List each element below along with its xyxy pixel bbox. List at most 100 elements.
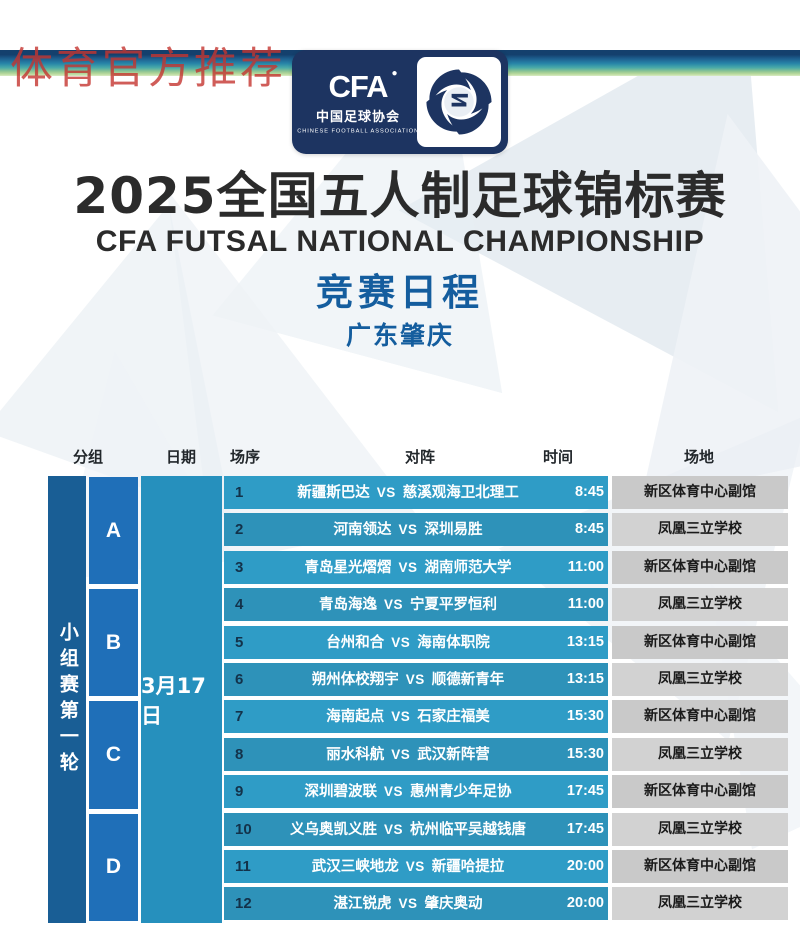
- table-body: 小组赛第一轮 A B C D 3月17日 1 新疆斯巴达 VS 慈溪观海卫北理工 8:45 新区…: [0, 472, 800, 927]
- vs-label: VS: [405, 859, 425, 874]
- match-cell: 6 朔州体校翔宇 VS 顺德新青年 13:15: [224, 663, 608, 696]
- vs-label: VS: [383, 821, 403, 837]
- match-cell: 12 湛江锐虎 VS 肇庆奥动 20:00: [224, 887, 608, 921]
- match-number: 8: [235, 745, 244, 763]
- match-fixture: 义乌奥凯义胜 VS 杭州临平吴越钱唐: [264, 813, 552, 846]
- group-label: A: [105, 518, 122, 542]
- match-number: 10: [235, 820, 252, 838]
- match-time: 17:45: [566, 783, 604, 800]
- match-time: 13:15: [566, 633, 604, 650]
- away-team: 慈溪观海卫北理工: [402, 485, 519, 501]
- cfa-emblem-panel: [417, 57, 501, 147]
- column-header-group: 分组: [72, 448, 103, 466]
- away-team: 肇庆奥动: [424, 896, 483, 913]
- table-row: 11 武汉三峡地龙 VS 新疆哈提拉 20:00 新区体育中心副馆: [224, 850, 800, 883]
- match-number: 5: [235, 633, 244, 651]
- match-fixture: 河南领达 VS 深圳易胜: [264, 513, 552, 546]
- home-team: 义乌奥凯义胜: [289, 821, 377, 838]
- cfa-logo: CFA ● 中国足球协会 CHINESE FOOTBALL ASSOCIATION: [292, 50, 508, 154]
- group-label: B: [105, 630, 122, 654]
- home-team: 台州和合: [326, 634, 385, 651]
- date-cell: 3月17日: [141, 476, 222, 923]
- match-time: 20:00: [566, 895, 604, 912]
- column-header-match-no: 场序: [229, 448, 260, 466]
- match-time: 17:45: [566, 820, 604, 837]
- match-time: 13:15: [566, 671, 604, 687]
- cfa-swirl-emblem-icon: [426, 69, 492, 135]
- match-fixture: 深圳碧波联 VS 惠州青少年足协: [264, 775, 552, 808]
- match-venue: 新区体育中心副馆: [612, 775, 788, 809]
- table-header-row: 分组 日期 场序 对阵 时间 场地: [0, 446, 800, 472]
- away-team: 石家庄福美: [417, 709, 490, 726]
- match-venue: 新区体育中心副馆: [612, 850, 788, 883]
- away-team: 顺德新青年: [431, 672, 505, 688]
- home-team: 深圳碧波联: [304, 784, 377, 801]
- home-team: 湛江锐虎: [333, 896, 392, 913]
- match-cell: 10 义乌奥凯义胜 VS 杭州临平吴越钱唐 17:45: [224, 812, 608, 846]
- away-team: 深圳易胜: [424, 522, 483, 539]
- group-cell-d: D: [89, 813, 138, 921]
- logo-container: CFA ● 中国足球协会 CHINESE FOOTBALL ASSOCIATION: [0, 50, 800, 154]
- match-fixture: 朔州体校翔宇 VS 顺德新青年: [264, 663, 552, 696]
- vs-label: VS: [391, 746, 411, 762]
- match-number: 7: [235, 708, 244, 726]
- table-row: 1 新疆斯巴达 VS 慈溪观海卫北理工 8:45 新区体育中心副馆: [224, 476, 800, 509]
- home-team: 丽水科航: [326, 746, 385, 763]
- table-row: 4 青岛海逸 VS 宁夏平罗恒利 11:00 凤凰三立学校: [224, 588, 800, 622]
- home-team: 青岛海逸: [318, 597, 377, 614]
- home-team: 河南领达: [333, 522, 392, 539]
- match-cell: 4 青岛海逸 VS 宁夏平罗恒利 11:00: [224, 588, 608, 622]
- round-label-text: 小组赛第一轮: [56, 621, 79, 778]
- poster-header: CFA ● 中国足球协会 CHINESE FOOTBALL ASSOCIATION: [0, 50, 800, 352]
- match-time: 15:30: [566, 745, 604, 762]
- away-team: 惠州青少年足协: [410, 784, 512, 801]
- vs-label: VS: [383, 784, 403, 800]
- match-number: 3: [235, 558, 244, 576]
- cfa-acronym: CFA ●: [329, 69, 398, 103]
- table-row: 12 湛江锐虎 VS 肇庆奥动 20:00 凤凰三立学校: [224, 887, 800, 921]
- match-cell: 1 新疆斯巴达 VS 慈溪观海卫北理工 8:45: [224, 476, 608, 509]
- table-row: 6 朔州体校翔宇 VS 顺德新青年 13:15 凤凰三立学校: [224, 663, 800, 696]
- match-time: 15:30: [566, 708, 604, 725]
- away-team: 武汉新阵营: [417, 746, 490, 763]
- schedule-table: 分组 日期 场序 对阵 时间 场地 小组赛第一轮 A B C D 3月17日 1 新疆斯…: [0, 446, 800, 927]
- match-number: 9: [235, 783, 244, 801]
- group-label: D: [105, 855, 122, 879]
- match-number: 11: [235, 858, 251, 875]
- column-header-fixture: 对阵: [404, 448, 435, 466]
- match-venue: 凤凰三立学校: [612, 663, 788, 696]
- column-header-date: 日期: [165, 448, 196, 466]
- vs-label: VS: [398, 896, 418, 912]
- table-row: 10 义乌奥凯义胜 VS 杭州临平吴越钱唐 17:45 凤凰三立学校: [224, 812, 800, 846]
- home-team: 朔州体校翔宇: [311, 672, 399, 688]
- table-row: 3 青岛星光熠熠 VS 湖南师范大学 11:00 新区体育中心副馆: [224, 550, 800, 584]
- group-cell-a: A: [89, 477, 138, 585]
- vs-label: VS: [383, 597, 403, 613]
- match-venue: 新区体育中心副馆: [612, 625, 788, 659]
- match-cell: 3 青岛星光熠熠 VS 湖南师范大学 11:00: [224, 550, 608, 584]
- match-venue: 新区体育中心副馆: [612, 550, 788, 584]
- away-team: 宁夏平罗恒利: [410, 597, 497, 614]
- match-fixture: 青岛海逸 VS 宁夏平罗恒利: [264, 588, 552, 621]
- group-cell-c: C: [89, 701, 138, 809]
- table-row: 2 河南领达 VS 深圳易胜 8:45 凤凰三立学校: [224, 513, 800, 547]
- home-team: 武汉三峡地龙: [311, 859, 399, 875]
- match-venue: 新区体育中心副馆: [612, 700, 788, 734]
- match-time: 11:00: [567, 558, 604, 575]
- match-cell: 7 海南起点 VS 石家庄福美 15:30: [224, 700, 608, 734]
- match-fixture: 新疆斯巴达 VS 慈溪观海卫北理工: [264, 476, 552, 509]
- vs-label: VS: [398, 522, 418, 538]
- page-title-english: CFA FUTSAL NATIONAL CHAMPIONSHIP: [95, 224, 705, 258]
- page-title: 2025全国五人制足球锦标赛: [73, 167, 727, 225]
- vs-label: VS: [391, 709, 411, 725]
- match-fixture: 海南起点 VS 石家庄福美: [264, 700, 552, 733]
- home-team: 新疆斯巴达: [297, 485, 370, 501]
- table-row: 9 深圳碧波联 VS 惠州青少年足协 17:45 新区体育中心副馆: [224, 775, 800, 809]
- match-venue: 凤凰三立学校: [612, 513, 788, 547]
- match-cell: 8 丽水科航 VS 武汉新阵营 15:30: [224, 737, 608, 771]
- match-fixture: 青岛星光熠熠 VS 湖南师范大学: [264, 551, 552, 584]
- vs-label: VS: [398, 559, 418, 575]
- home-team: 青岛星光熠熠: [304, 559, 392, 576]
- away-team: 海南体职院: [417, 634, 490, 651]
- match-number: 6: [235, 671, 244, 688]
